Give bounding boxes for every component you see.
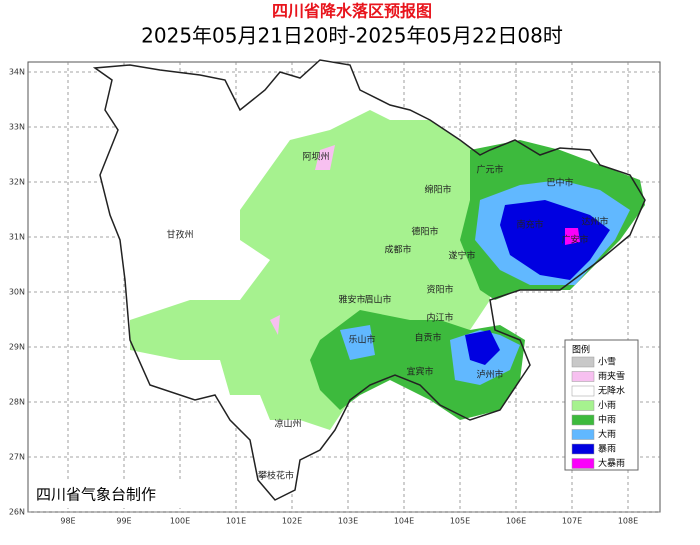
lon-tick-label: 101E: [226, 517, 246, 526]
legend-label: 大雨: [598, 428, 616, 440]
legend-swatch: [571, 385, 595, 397]
lat-tick-label: 32N: [9, 178, 25, 187]
legend-title: 图例: [572, 344, 590, 356]
title: 四川省降水落区预报图: [272, 2, 432, 21]
city-label: 眉山市: [364, 294, 391, 306]
lon-tick-label: 105E: [450, 517, 470, 526]
legend-label: 小雪: [598, 357, 616, 368]
city-label: 绵阳市: [424, 184, 451, 196]
lat-tick-label: 31N: [9, 233, 25, 242]
lat-tick-label: 28N: [9, 398, 25, 407]
city-label: 宜宾市: [406, 366, 433, 378]
legend-swatch: [571, 400, 595, 411]
legend-swatch: [571, 429, 595, 440]
footer: 四川省气象台制作: [36, 486, 156, 504]
rain-area: [315, 145, 335, 170]
lon-tick-label: 107E: [562, 517, 582, 526]
city-label: 达州市: [581, 216, 608, 228]
rain-area: [500, 200, 610, 280]
lon-tick-label: 103E: [338, 517, 358, 526]
lon-tick-label: 99E: [116, 517, 131, 526]
city-label: 乐山市: [348, 334, 375, 346]
city-label: 雅安市: [338, 294, 365, 306]
city-label: 德阳市: [411, 226, 438, 238]
city-label: 凉山州: [274, 418, 301, 430]
rain-area: [465, 330, 500, 365]
lon-tick-label: 102E: [282, 517, 302, 526]
lat-tick-label: 30N: [9, 288, 25, 297]
rain-area: [270, 315, 280, 335]
city-label: 攀枝花市: [258, 470, 294, 482]
lat-tick-label: 29N: [9, 343, 25, 352]
legend-label: 暴雨: [598, 444, 616, 455]
province-border: [92, 59, 646, 501]
lon-tick-label: 100E: [170, 517, 190, 526]
legend-swatch: [571, 371, 595, 382]
rain-area: [565, 228, 580, 245]
legend-label: 无降水: [598, 385, 625, 397]
city-label: 资阳市: [426, 284, 453, 296]
legend-label: 小雨: [598, 400, 616, 411]
lat-tick-label: 26N: [9, 508, 25, 517]
legend-swatch: [571, 356, 595, 368]
subtitle: 2025年05月21日20时-2025年05月22日08时: [141, 24, 563, 48]
lat-tick-label: 27N: [9, 453, 25, 462]
city-label: 巴中市: [546, 177, 573, 189]
city-label: 内江市: [426, 312, 453, 324]
lon-tick-label: 98E: [60, 517, 75, 526]
lon-tick-label: 106E: [506, 517, 526, 526]
city-label: 成都市: [384, 244, 411, 256]
city-label: 自贡市: [414, 332, 441, 344]
city-label: 广安市: [561, 234, 588, 246]
city-label: 泸州市: [476, 369, 503, 381]
legend-label: 雨夹雪: [598, 370, 625, 382]
lon-tick-label: 104E: [394, 517, 414, 526]
legend-label: 中雨: [598, 414, 616, 426]
footer-box: [32, 482, 182, 508]
lon-tick-label: 108E: [618, 517, 638, 526]
legend-swatch: [571, 414, 595, 426]
city-label: 南充市: [516, 219, 543, 231]
city-label: 遂宁市: [448, 250, 475, 262]
city-label: 甘孜州: [166, 229, 193, 241]
lat-tick-label: 34N: [9, 68, 25, 77]
legend-swatch: [571, 443, 595, 455]
rain-area: [340, 325, 375, 360]
city-label: 广元市: [476, 164, 503, 176]
legend-swatch: [571, 458, 595, 469]
city-label: 阿坝州: [302, 152, 329, 163]
legend-label: 大暴雨: [598, 457, 625, 469]
lat-tick-label: 33N: [9, 123, 25, 132]
